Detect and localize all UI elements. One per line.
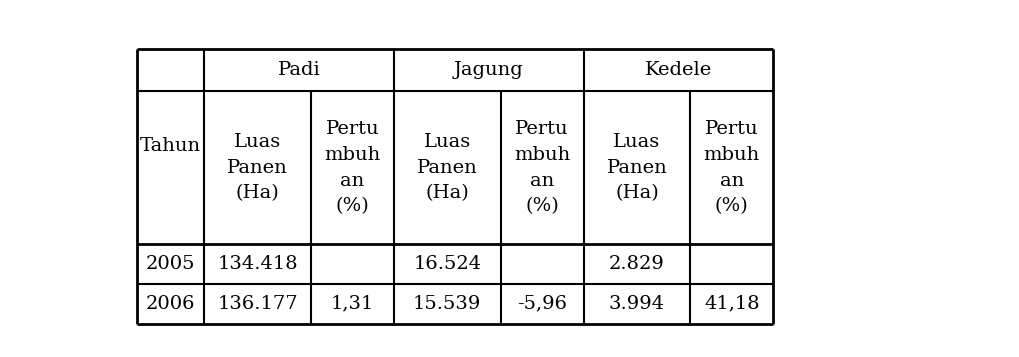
Text: 41,18: 41,18 <box>703 295 759 313</box>
Text: 3.994: 3.994 <box>608 295 664 313</box>
Text: 136.177: 136.177 <box>217 295 298 313</box>
Text: Pertu
mbuh
an
(%): Pertu mbuh an (%) <box>514 120 570 215</box>
Text: 2.829: 2.829 <box>608 255 664 273</box>
Text: 1,31: 1,31 <box>330 295 374 313</box>
Text: 134.418: 134.418 <box>217 255 298 273</box>
Text: 2005: 2005 <box>146 255 196 273</box>
Text: 2006: 2006 <box>146 295 196 313</box>
Text: Pertu
mbuh
an
(%): Pertu mbuh an (%) <box>703 120 759 215</box>
Text: Luas
Panen
(Ha): Luas Panen (Ha) <box>606 133 666 202</box>
Text: Jagung: Jagung <box>453 61 523 79</box>
Text: -5,96: -5,96 <box>517 295 567 313</box>
Text: Pertu
mbuh
an
(%): Pertu mbuh an (%) <box>324 120 380 215</box>
Text: Kedele: Kedele <box>644 61 711 79</box>
Text: Luas
Panen
(Ha): Luas Panen (Ha) <box>417 133 477 202</box>
Text: 15.539: 15.539 <box>413 295 481 313</box>
Text: 16.524: 16.524 <box>413 255 481 273</box>
Text: Tahun: Tahun <box>140 137 201 156</box>
Text: Padi: Padi <box>277 61 320 79</box>
Text: Luas
Panen
(Ha): Luas Panen (Ha) <box>227 133 287 202</box>
